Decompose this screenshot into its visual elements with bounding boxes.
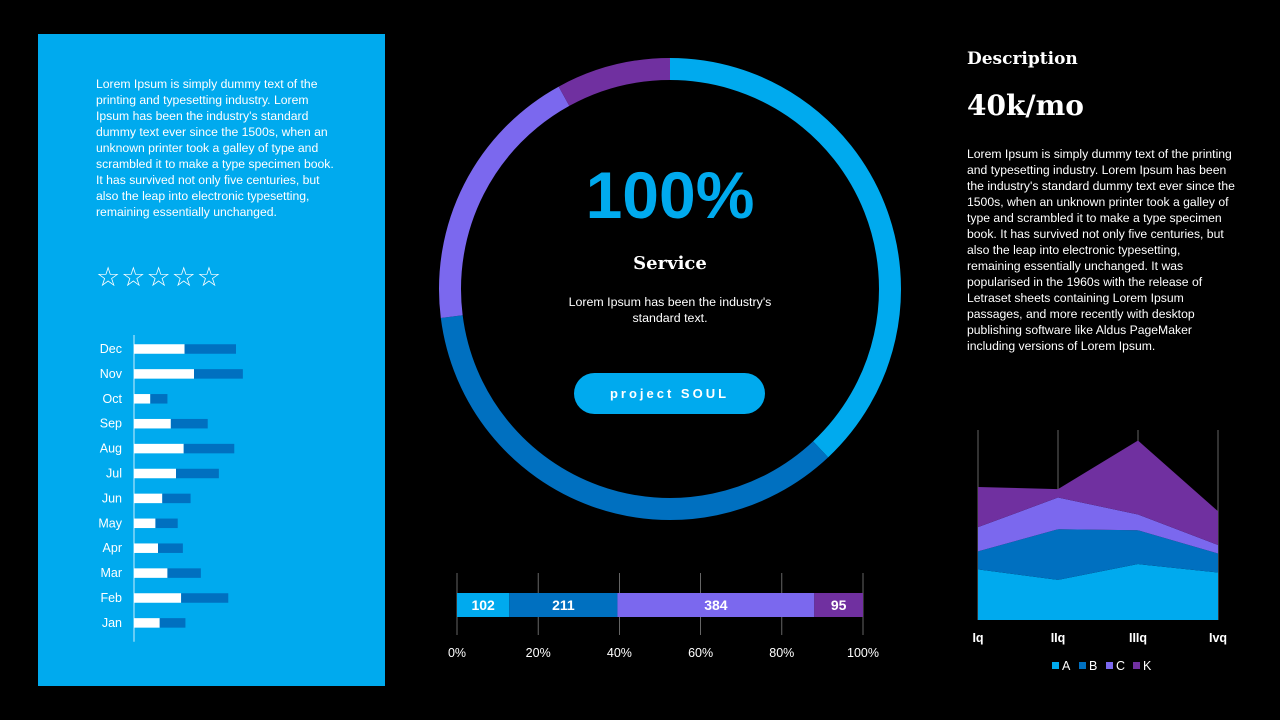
month-bar-segment: [134, 518, 156, 529]
area-x-label: IIq: [1051, 631, 1066, 645]
legend-swatch: [1106, 662, 1113, 669]
month-bar-segment: [134, 543, 158, 553]
stack-tick-label: 0%: [448, 646, 466, 660]
stack-data-label: 211: [552, 597, 575, 613]
area-x-label: IIIq: [1129, 631, 1147, 645]
star-icon[interactable]: ☆: [196, 262, 223, 292]
stack-tick-label: 80%: [769, 646, 794, 660]
stack-tick-label: 40%: [607, 646, 632, 660]
stack-tick-label: 100%: [847, 646, 879, 660]
star-rating[interactable]: ☆☆☆☆☆: [96, 262, 222, 292]
service-donut-chart: [439, 58, 901, 520]
donut-segment: [440, 315, 829, 520]
stack-bar-segment: [814, 593, 863, 617]
area-series-C: [978, 497, 1218, 554]
month-label: Oct: [103, 392, 123, 406]
stack-bar-segment: [617, 593, 815, 617]
month-bar-segment: [134, 468, 176, 479]
service-title: Service: [633, 253, 707, 274]
month-label: Nov: [100, 367, 123, 381]
month-label: Jun: [102, 491, 122, 505]
stack-bar-segment: [509, 593, 618, 617]
legend-label: A: [1062, 659, 1071, 673]
description-paragraph: Lorem Ipsum is simply dummy text of the …: [967, 147, 1235, 353]
month-bar-segment: [184, 344, 236, 354]
month-bar-segment: [134, 418, 171, 429]
donut-segment: [669, 58, 901, 458]
month-bar-segment: [183, 443, 235, 454]
donut-segment: [558, 58, 671, 106]
month-bar-segment: [167, 568, 201, 578]
service-percent: 100%: [585, 158, 755, 232]
month-label: Mar: [100, 566, 122, 580]
month-bar-segment: [150, 394, 168, 404]
star-icon[interactable]: ☆: [96, 262, 122, 292]
month-bar-segment: [194, 369, 243, 379]
month-bar-segment: [170, 418, 208, 429]
service-text: Lorem Ipsum has been the industry's stan…: [568, 295, 772, 325]
percent-stacked-bar-chart: 0% 20% 40% 60% 80% 100% 102 211 384 95: [448, 573, 879, 660]
month-bar-segment: [158, 543, 183, 553]
stack-data-label: 384: [704, 597, 728, 613]
month-label: Dec: [100, 342, 122, 356]
left-paragraph: Lorem Ipsum is simply dummy text of the …: [96, 77, 334, 219]
month-bar-segment: [134, 568, 168, 578]
month-label: May: [98, 516, 122, 530]
month-bar-segment: [155, 518, 178, 529]
project-soul-button[interactable]: project SOUL: [574, 373, 765, 414]
month-bar-segment: [162, 493, 191, 504]
month-bar-segment: [134, 369, 194, 379]
star-icon[interactable]: ☆: [146, 262, 172, 292]
area-series-A: [978, 564, 1218, 620]
month-label: Sep: [100, 417, 122, 431]
month-label: Feb: [100, 591, 122, 605]
legend-label: K: [1143, 659, 1152, 673]
monthly-bar-chart: Dec Nov Oct Sep Aug Jul Jun May Apr Mar Feb Jan: [98, 335, 243, 642]
month-bar-segment: [176, 468, 219, 479]
month-label: Jan: [102, 616, 122, 630]
legend-swatch: [1079, 662, 1086, 669]
month-label: Jul: [106, 467, 122, 481]
month-bar-segment: [134, 593, 182, 603]
stack-data-label: 102: [471, 597, 495, 613]
legend-swatch: [1133, 662, 1140, 669]
star-icon[interactable]: ☆: [121, 262, 147, 292]
area-x-label: Ivq: [1209, 631, 1227, 645]
month-bar-segment: [134, 344, 185, 354]
stack-data-label: 95: [831, 597, 847, 613]
stack-tick-label: 20%: [526, 646, 551, 660]
month-bar-segment: [134, 618, 160, 628]
month-bar-segment: [134, 394, 151, 404]
star-icon[interactable]: ☆: [171, 262, 197, 292]
month-bar-segment: [181, 593, 229, 603]
left-panel: Lorem Ipsum is simply dummy text of the …: [38, 34, 385, 686]
stack-bar-segment: [457, 593, 510, 617]
area-x-label: Iq: [972, 631, 983, 645]
month-label: Aug: [100, 442, 122, 456]
description-title: Description: [967, 49, 1078, 69]
month-label: Apr: [103, 541, 122, 555]
area-series-B: [978, 529, 1218, 580]
donut-segment: [439, 86, 570, 318]
legend-swatch: [1052, 662, 1059, 669]
month-bar-segment: [159, 618, 186, 628]
stack-tick-label: 60%: [688, 646, 713, 660]
legend-label: B: [1089, 659, 1097, 673]
legend-label: C: [1116, 659, 1125, 673]
month-bar-segment: [134, 443, 184, 454]
description-metric: 40k/mo: [967, 89, 1084, 122]
month-bar-segment: [134, 493, 163, 504]
quarterly-area-chart: Iq IIq IIIq Ivq A B C K: [972, 430, 1227, 673]
area-series-K: [978, 440, 1218, 546]
